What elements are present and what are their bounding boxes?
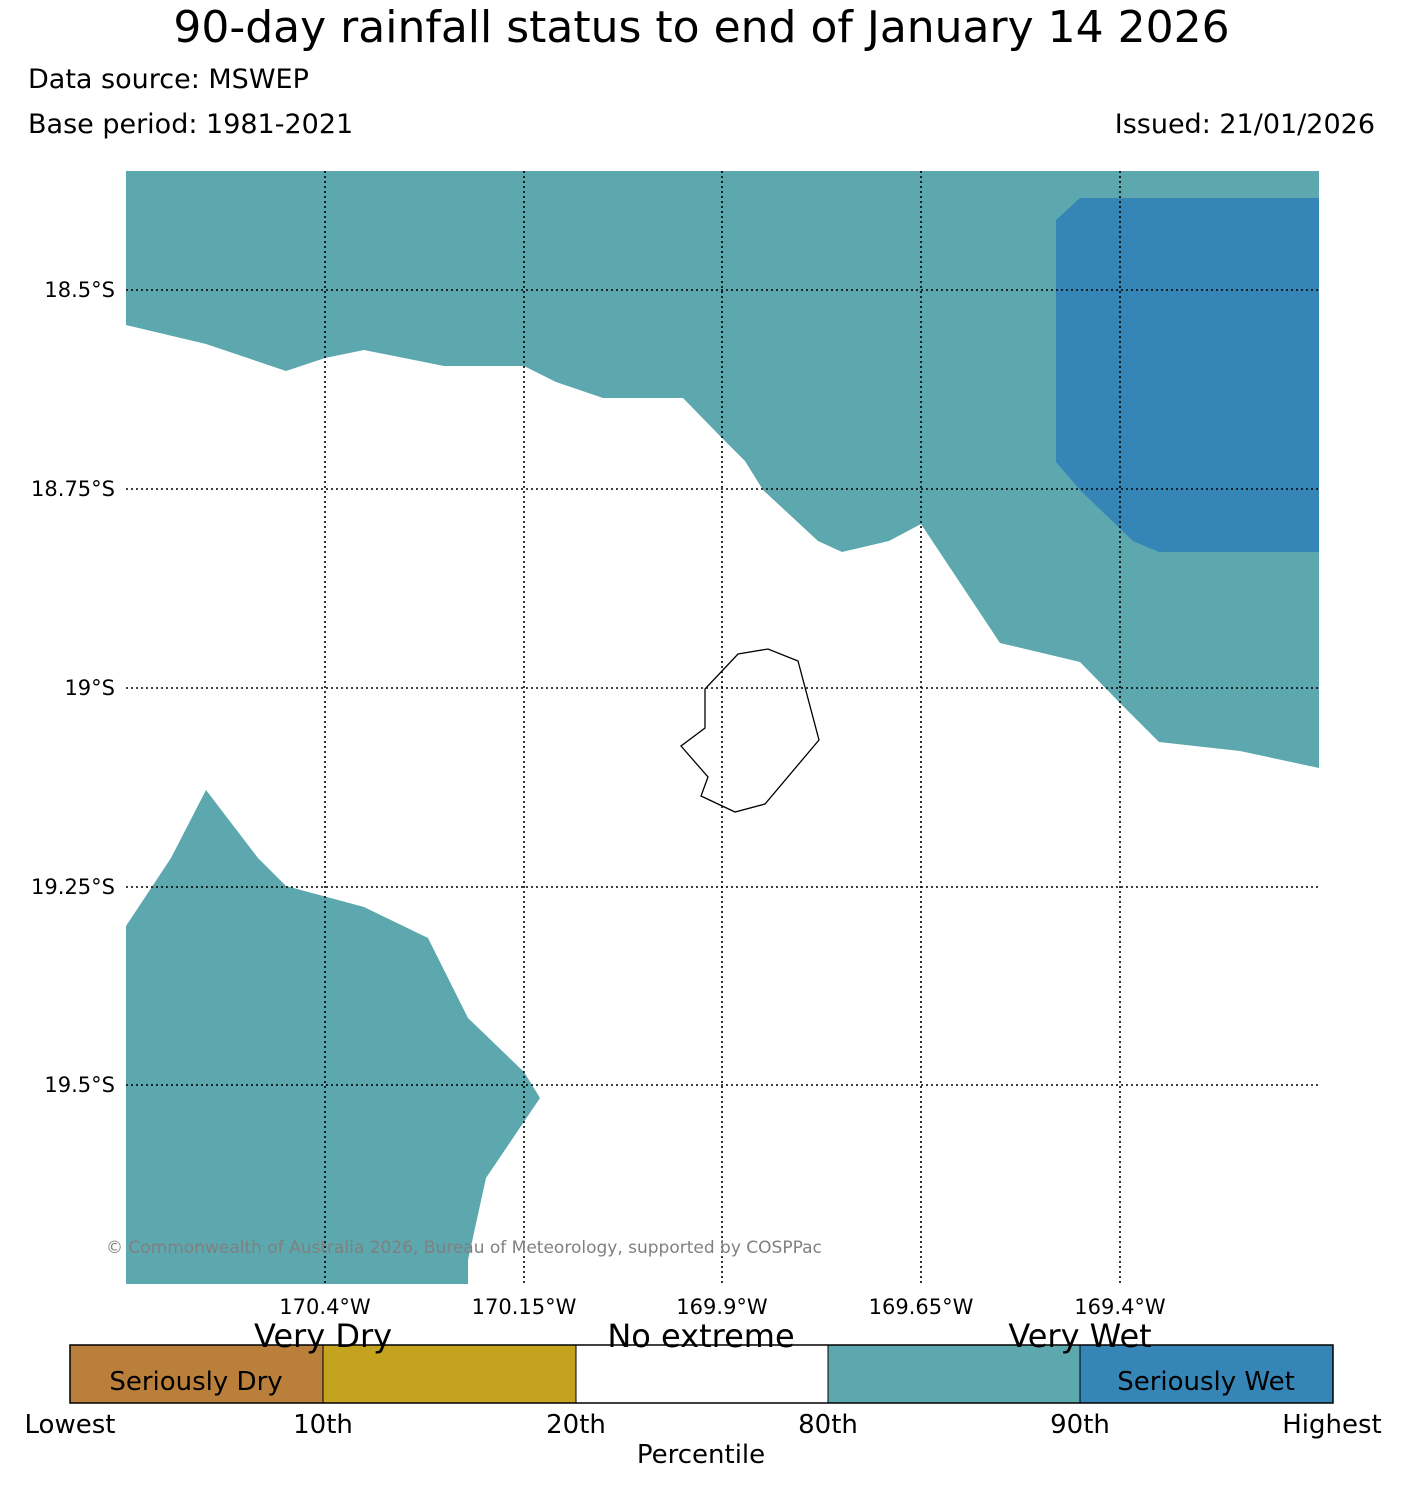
- legend-tick: 10th: [293, 1410, 353, 1440]
- lat-label: 18.5°S: [44, 278, 115, 302]
- copyright-notice: © Commonwealth of Australia 2026, Bureau…: [106, 1238, 822, 1258]
- legend-tick: Lowest: [24, 1410, 116, 1440]
- lon-label: 169.9°W: [676, 1295, 768, 1319]
- lon-label: 169.65°W: [868, 1295, 974, 1319]
- legend-label-very-dry: Very Dry: [253, 1317, 393, 1355]
- seriously-wet-region: [1056, 198, 1319, 552]
- lat-label: 18.75°S: [31, 477, 115, 501]
- legend-tick: 80th: [798, 1410, 858, 1440]
- legend-axis-label: Percentile: [636, 1440, 766, 1470]
- lat-label: 19.25°S: [31, 875, 115, 899]
- legend-label-very-wet: Very Wet: [1008, 1317, 1152, 1355]
- map-title: 90-day rainfall status to end of January…: [173, 2, 1230, 53]
- lon-label: 169.4°W: [1074, 1295, 1166, 1319]
- legend-tick: 20th: [546, 1410, 606, 1440]
- legend-tick: 90th: [1050, 1410, 1110, 1440]
- legend-label-seriously-wet: Seriously Wet: [1117, 1367, 1295, 1397]
- lon-label: 170.15°W: [471, 1295, 577, 1319]
- legend-tick: Highest: [1282, 1410, 1382, 1440]
- data-source-label: Data source: MSWEP: [28, 64, 309, 95]
- legend-label-seriously-dry: Seriously Dry: [109, 1367, 283, 1397]
- very-wet-region-north: [126, 171, 1319, 768]
- legend-label-no-extreme: No extreme: [607, 1317, 795, 1355]
- issued-date-label: Issued: 21/01/2026: [1114, 109, 1375, 140]
- lon-label: 170.4°W: [279, 1295, 371, 1319]
- island-outline: [680, 648, 820, 813]
- lat-label: 19.5°S: [44, 1073, 115, 1097]
- base-period-label: Base period: 1981-2021: [28, 109, 354, 140]
- lat-label: 19°S: [64, 676, 115, 700]
- graticule: [126, 171, 1319, 1284]
- very-wet-region-southwest: [126, 790, 540, 1284]
